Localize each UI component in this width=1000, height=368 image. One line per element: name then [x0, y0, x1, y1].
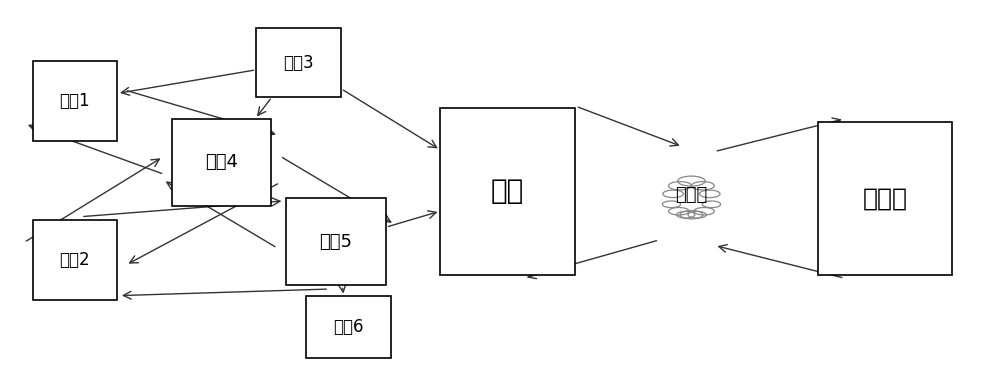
- Circle shape: [694, 208, 714, 215]
- FancyBboxPatch shape: [306, 296, 391, 358]
- Text: 节点3: 节点3: [283, 54, 314, 72]
- Text: 节点2: 节点2: [60, 251, 90, 269]
- Text: 节点4: 节点4: [205, 153, 238, 171]
- Circle shape: [702, 201, 721, 208]
- Circle shape: [688, 211, 706, 218]
- FancyBboxPatch shape: [256, 28, 341, 97]
- Circle shape: [669, 181, 691, 190]
- Text: 网关: 网关: [491, 177, 524, 205]
- FancyBboxPatch shape: [286, 198, 386, 286]
- Text: 节点6: 节点6: [333, 318, 364, 336]
- Circle shape: [699, 190, 720, 198]
- Text: 节点1: 节点1: [60, 92, 90, 110]
- Circle shape: [678, 176, 705, 186]
- FancyBboxPatch shape: [33, 61, 117, 141]
- FancyBboxPatch shape: [440, 108, 575, 275]
- FancyBboxPatch shape: [172, 119, 271, 206]
- Circle shape: [662, 201, 681, 208]
- Circle shape: [680, 210, 703, 219]
- Circle shape: [691, 181, 714, 190]
- FancyBboxPatch shape: [33, 220, 117, 300]
- Text: 服务器: 服务器: [863, 187, 908, 210]
- Circle shape: [663, 190, 683, 198]
- Circle shape: [669, 208, 689, 215]
- Text: 因特网: 因特网: [675, 186, 708, 204]
- Text: 节点5: 节点5: [319, 233, 352, 251]
- Circle shape: [677, 211, 695, 218]
- FancyBboxPatch shape: [818, 123, 952, 275]
